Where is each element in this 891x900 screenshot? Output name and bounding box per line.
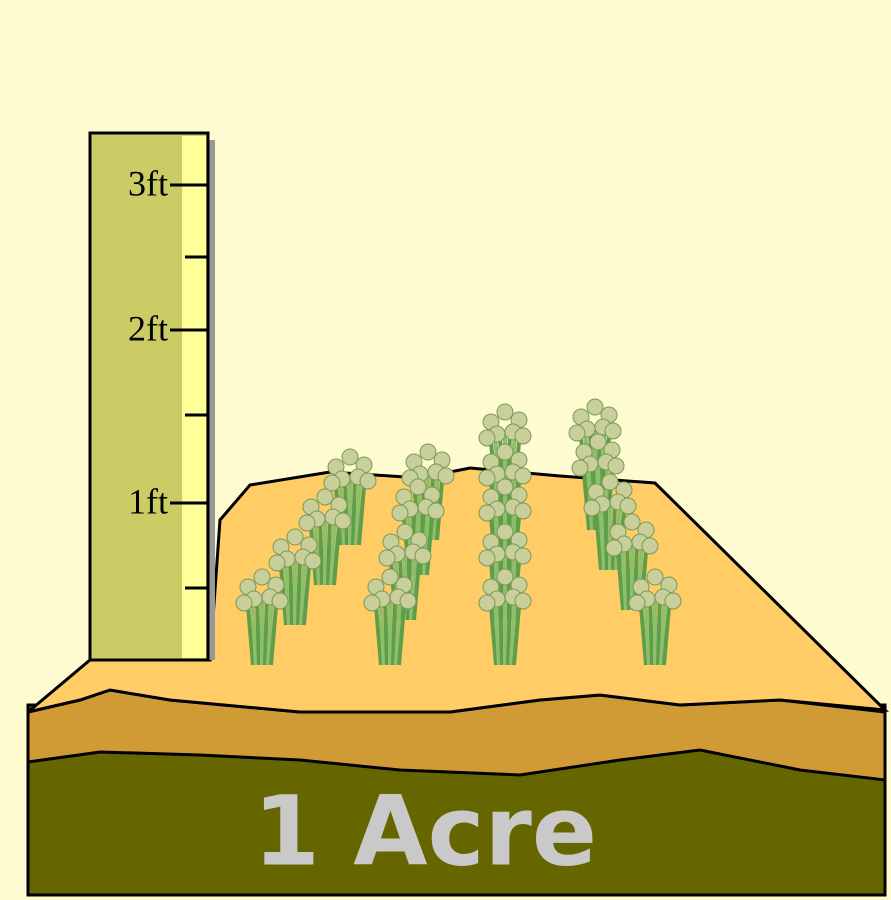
leaf-cluster bbox=[628, 594, 646, 612]
leaf-cluster bbox=[378, 549, 396, 567]
leaf-cluster bbox=[496, 403, 514, 421]
leaf-cluster bbox=[583, 499, 601, 517]
leaf-cluster bbox=[496, 478, 514, 496]
leaf-cluster bbox=[253, 568, 271, 586]
leaf-cluster bbox=[601, 473, 619, 491]
leaf-cluster bbox=[607, 457, 625, 475]
leaf-cluster bbox=[604, 422, 622, 440]
leaf-cluster bbox=[304, 552, 322, 570]
ruler-label: 2ft bbox=[128, 308, 168, 348]
leaf-cluster bbox=[381, 568, 399, 586]
leaf-cluster bbox=[341, 448, 359, 466]
leaf-cluster bbox=[235, 594, 253, 612]
stem bbox=[659, 594, 667, 666]
plant bbox=[478, 568, 532, 666]
stem bbox=[394, 594, 402, 666]
leaf-cluster bbox=[427, 502, 445, 520]
leaf-cluster bbox=[664, 592, 682, 610]
leaf-cluster bbox=[514, 467, 532, 485]
leaf-cluster bbox=[496, 568, 514, 586]
leaf-cluster bbox=[571, 459, 589, 477]
leaf-cluster bbox=[496, 443, 514, 461]
leaf-cluster bbox=[514, 502, 532, 520]
leaf-cluster bbox=[268, 554, 286, 572]
leaf-cluster bbox=[359, 472, 377, 490]
stem bbox=[326, 514, 332, 586]
leaf-cluster bbox=[589, 433, 607, 451]
leaf-cluster bbox=[514, 427, 532, 445]
stem bbox=[299, 554, 307, 626]
leaf-cluster bbox=[478, 504, 496, 522]
stem bbox=[509, 594, 517, 666]
leaf-cluster bbox=[271, 592, 289, 610]
leaf-cluster bbox=[641, 537, 659, 555]
field-label: 1 Acre bbox=[253, 775, 597, 887]
leaf-cluster bbox=[514, 592, 532, 610]
stem bbox=[354, 474, 362, 546]
stem bbox=[506, 594, 512, 666]
leaf-cluster bbox=[586, 398, 604, 416]
stem bbox=[329, 514, 337, 586]
leaf-cluster bbox=[316, 488, 334, 506]
stem bbox=[296, 554, 302, 626]
leaf-cluster bbox=[478, 549, 496, 567]
plant bbox=[235, 568, 289, 666]
leaf-cluster bbox=[514, 547, 532, 565]
leaf-cluster bbox=[409, 478, 427, 496]
leaf-cluster bbox=[298, 514, 316, 532]
leaf-cluster bbox=[414, 547, 432, 565]
leaf-cluster bbox=[323, 474, 341, 492]
leaf-cluster bbox=[286, 528, 304, 546]
ruler-label: 3ft bbox=[128, 163, 168, 203]
plant bbox=[363, 568, 417, 666]
leaf-cluster bbox=[496, 523, 514, 541]
leaf-cluster bbox=[334, 512, 352, 530]
plant bbox=[298, 488, 352, 586]
leaf-cluster bbox=[363, 594, 381, 612]
leaf-cluster bbox=[605, 539, 623, 557]
leaf-cluster bbox=[478, 594, 496, 612]
stem bbox=[656, 594, 662, 666]
plants bbox=[235, 398, 682, 666]
stem bbox=[263, 594, 269, 666]
plant bbox=[628, 568, 682, 666]
ruler-label: 1ft bbox=[128, 481, 168, 521]
leaf-cluster bbox=[399, 592, 417, 610]
leaf-cluster bbox=[646, 568, 664, 586]
ruler-stripe bbox=[182, 136, 206, 658]
leaf-cluster bbox=[437, 467, 455, 485]
leaf-cluster bbox=[391, 504, 409, 522]
ruler-ticks bbox=[170, 183, 208, 590]
leaf-cluster bbox=[478, 469, 496, 487]
ruler-shadow bbox=[208, 140, 215, 660]
leaf-cluster bbox=[396, 523, 414, 541]
stem bbox=[391, 594, 397, 666]
leaf-cluster bbox=[619, 497, 637, 515]
stem bbox=[351, 474, 357, 546]
leaf-cluster bbox=[419, 443, 437, 461]
plant bbox=[478, 523, 532, 621]
leaf-cluster bbox=[568, 424, 586, 442]
stem bbox=[266, 594, 274, 666]
leaf-cluster bbox=[478, 429, 496, 447]
leaf-cluster bbox=[623, 513, 641, 531]
plant bbox=[268, 528, 322, 626]
